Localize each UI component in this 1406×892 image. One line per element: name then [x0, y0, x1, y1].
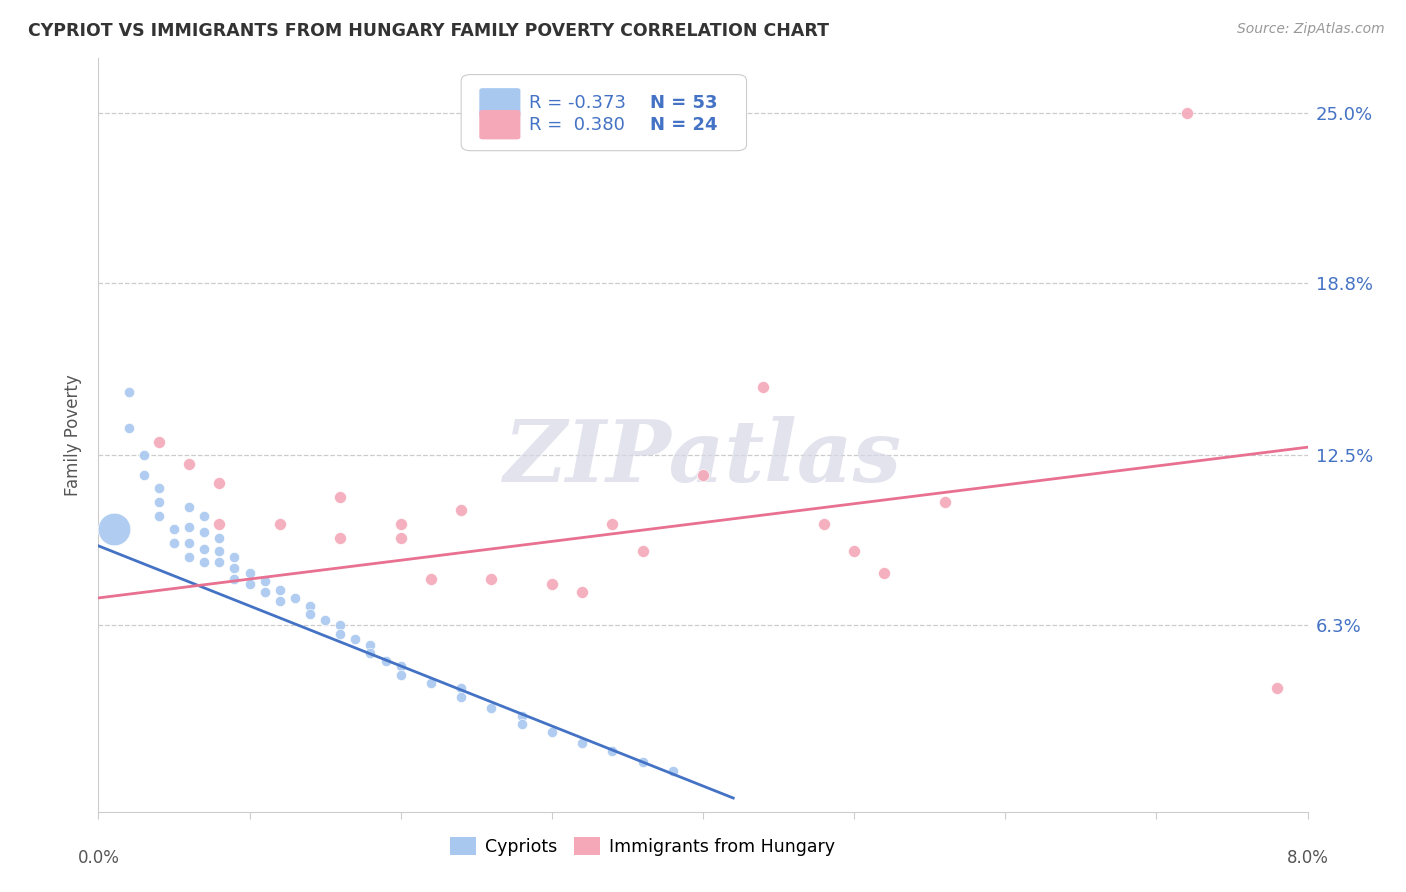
Point: [389, 659, 412, 673]
Point: [661, 764, 683, 778]
Point: [118, 421, 141, 435]
Point: [344, 632, 367, 646]
Point: [224, 561, 246, 575]
Legend: Cypriots, Immigrants from Hungary: Cypriots, Immigrants from Hungary: [450, 837, 835, 855]
Point: [103, 523, 125, 537]
Point: [269, 516, 291, 531]
Point: [540, 577, 562, 591]
Point: [299, 599, 322, 614]
Point: [179, 500, 201, 515]
Point: [374, 654, 396, 668]
Point: [481, 700, 503, 714]
Text: R = -0.373: R = -0.373: [529, 94, 626, 112]
Text: CYPRIOT VS IMMIGRANTS FROM HUNGARY FAMILY POVERTY CORRELATION CHART: CYPRIOT VS IMMIGRANTS FROM HUNGARY FAMIL…: [28, 22, 830, 40]
Point: [389, 531, 412, 545]
Text: R =  0.380: R = 0.380: [529, 116, 624, 134]
FancyBboxPatch shape: [479, 88, 520, 118]
Point: [1267, 681, 1289, 696]
Point: [540, 725, 562, 739]
Point: [299, 607, 322, 622]
Text: N = 53: N = 53: [650, 94, 717, 112]
Point: [571, 736, 593, 750]
Point: [208, 544, 231, 558]
Point: [602, 516, 624, 531]
Point: [148, 495, 170, 509]
Point: [284, 591, 307, 605]
Point: [631, 756, 654, 770]
Point: [208, 531, 231, 545]
Point: [389, 516, 412, 531]
Point: [208, 555, 231, 569]
Point: [148, 434, 170, 449]
Point: [132, 449, 155, 463]
Point: [224, 572, 246, 586]
Point: [253, 585, 276, 599]
FancyBboxPatch shape: [461, 75, 747, 151]
Point: [179, 536, 201, 550]
Point: [813, 516, 835, 531]
Point: [510, 717, 533, 731]
Point: [179, 457, 201, 471]
Point: [844, 544, 866, 558]
Point: [193, 508, 215, 523]
Point: [450, 503, 472, 517]
Point: [329, 490, 352, 504]
Point: [360, 646, 382, 660]
Point: [692, 467, 714, 482]
Point: [631, 544, 654, 558]
Point: [571, 585, 593, 599]
Point: [510, 708, 533, 723]
Point: [208, 516, 231, 531]
Point: [163, 523, 186, 537]
Point: [208, 475, 231, 490]
Point: [193, 555, 215, 569]
Point: [450, 690, 472, 704]
Point: [193, 525, 215, 540]
Point: [193, 541, 215, 556]
Point: [420, 676, 443, 690]
Point: [314, 613, 336, 627]
Point: [934, 495, 956, 509]
Text: Source: ZipAtlas.com: Source: ZipAtlas.com: [1237, 22, 1385, 37]
Point: [179, 519, 201, 533]
Point: [148, 481, 170, 495]
Point: [389, 667, 412, 681]
Point: [224, 549, 246, 564]
Point: [450, 681, 472, 696]
Text: 0.0%: 0.0%: [77, 849, 120, 867]
Point: [329, 531, 352, 545]
Point: [329, 626, 352, 640]
Point: [420, 572, 443, 586]
Point: [179, 549, 201, 564]
Point: [163, 536, 186, 550]
Point: [253, 574, 276, 589]
Point: [602, 744, 624, 758]
Point: [873, 566, 896, 581]
Text: N = 24: N = 24: [650, 116, 717, 134]
Point: [132, 467, 155, 482]
Point: [148, 508, 170, 523]
FancyBboxPatch shape: [479, 110, 520, 139]
Point: [269, 593, 291, 607]
Text: 8.0%: 8.0%: [1286, 849, 1329, 867]
Point: [329, 618, 352, 632]
Point: [239, 577, 262, 591]
Point: [752, 380, 775, 394]
Point: [239, 566, 262, 581]
Point: [1175, 105, 1198, 120]
Point: [481, 572, 503, 586]
Text: ZIPatlas: ZIPatlas: [503, 416, 903, 500]
Y-axis label: Family Poverty: Family Poverty: [65, 374, 83, 496]
Point: [360, 638, 382, 652]
Point: [118, 385, 141, 400]
Point: [269, 582, 291, 597]
